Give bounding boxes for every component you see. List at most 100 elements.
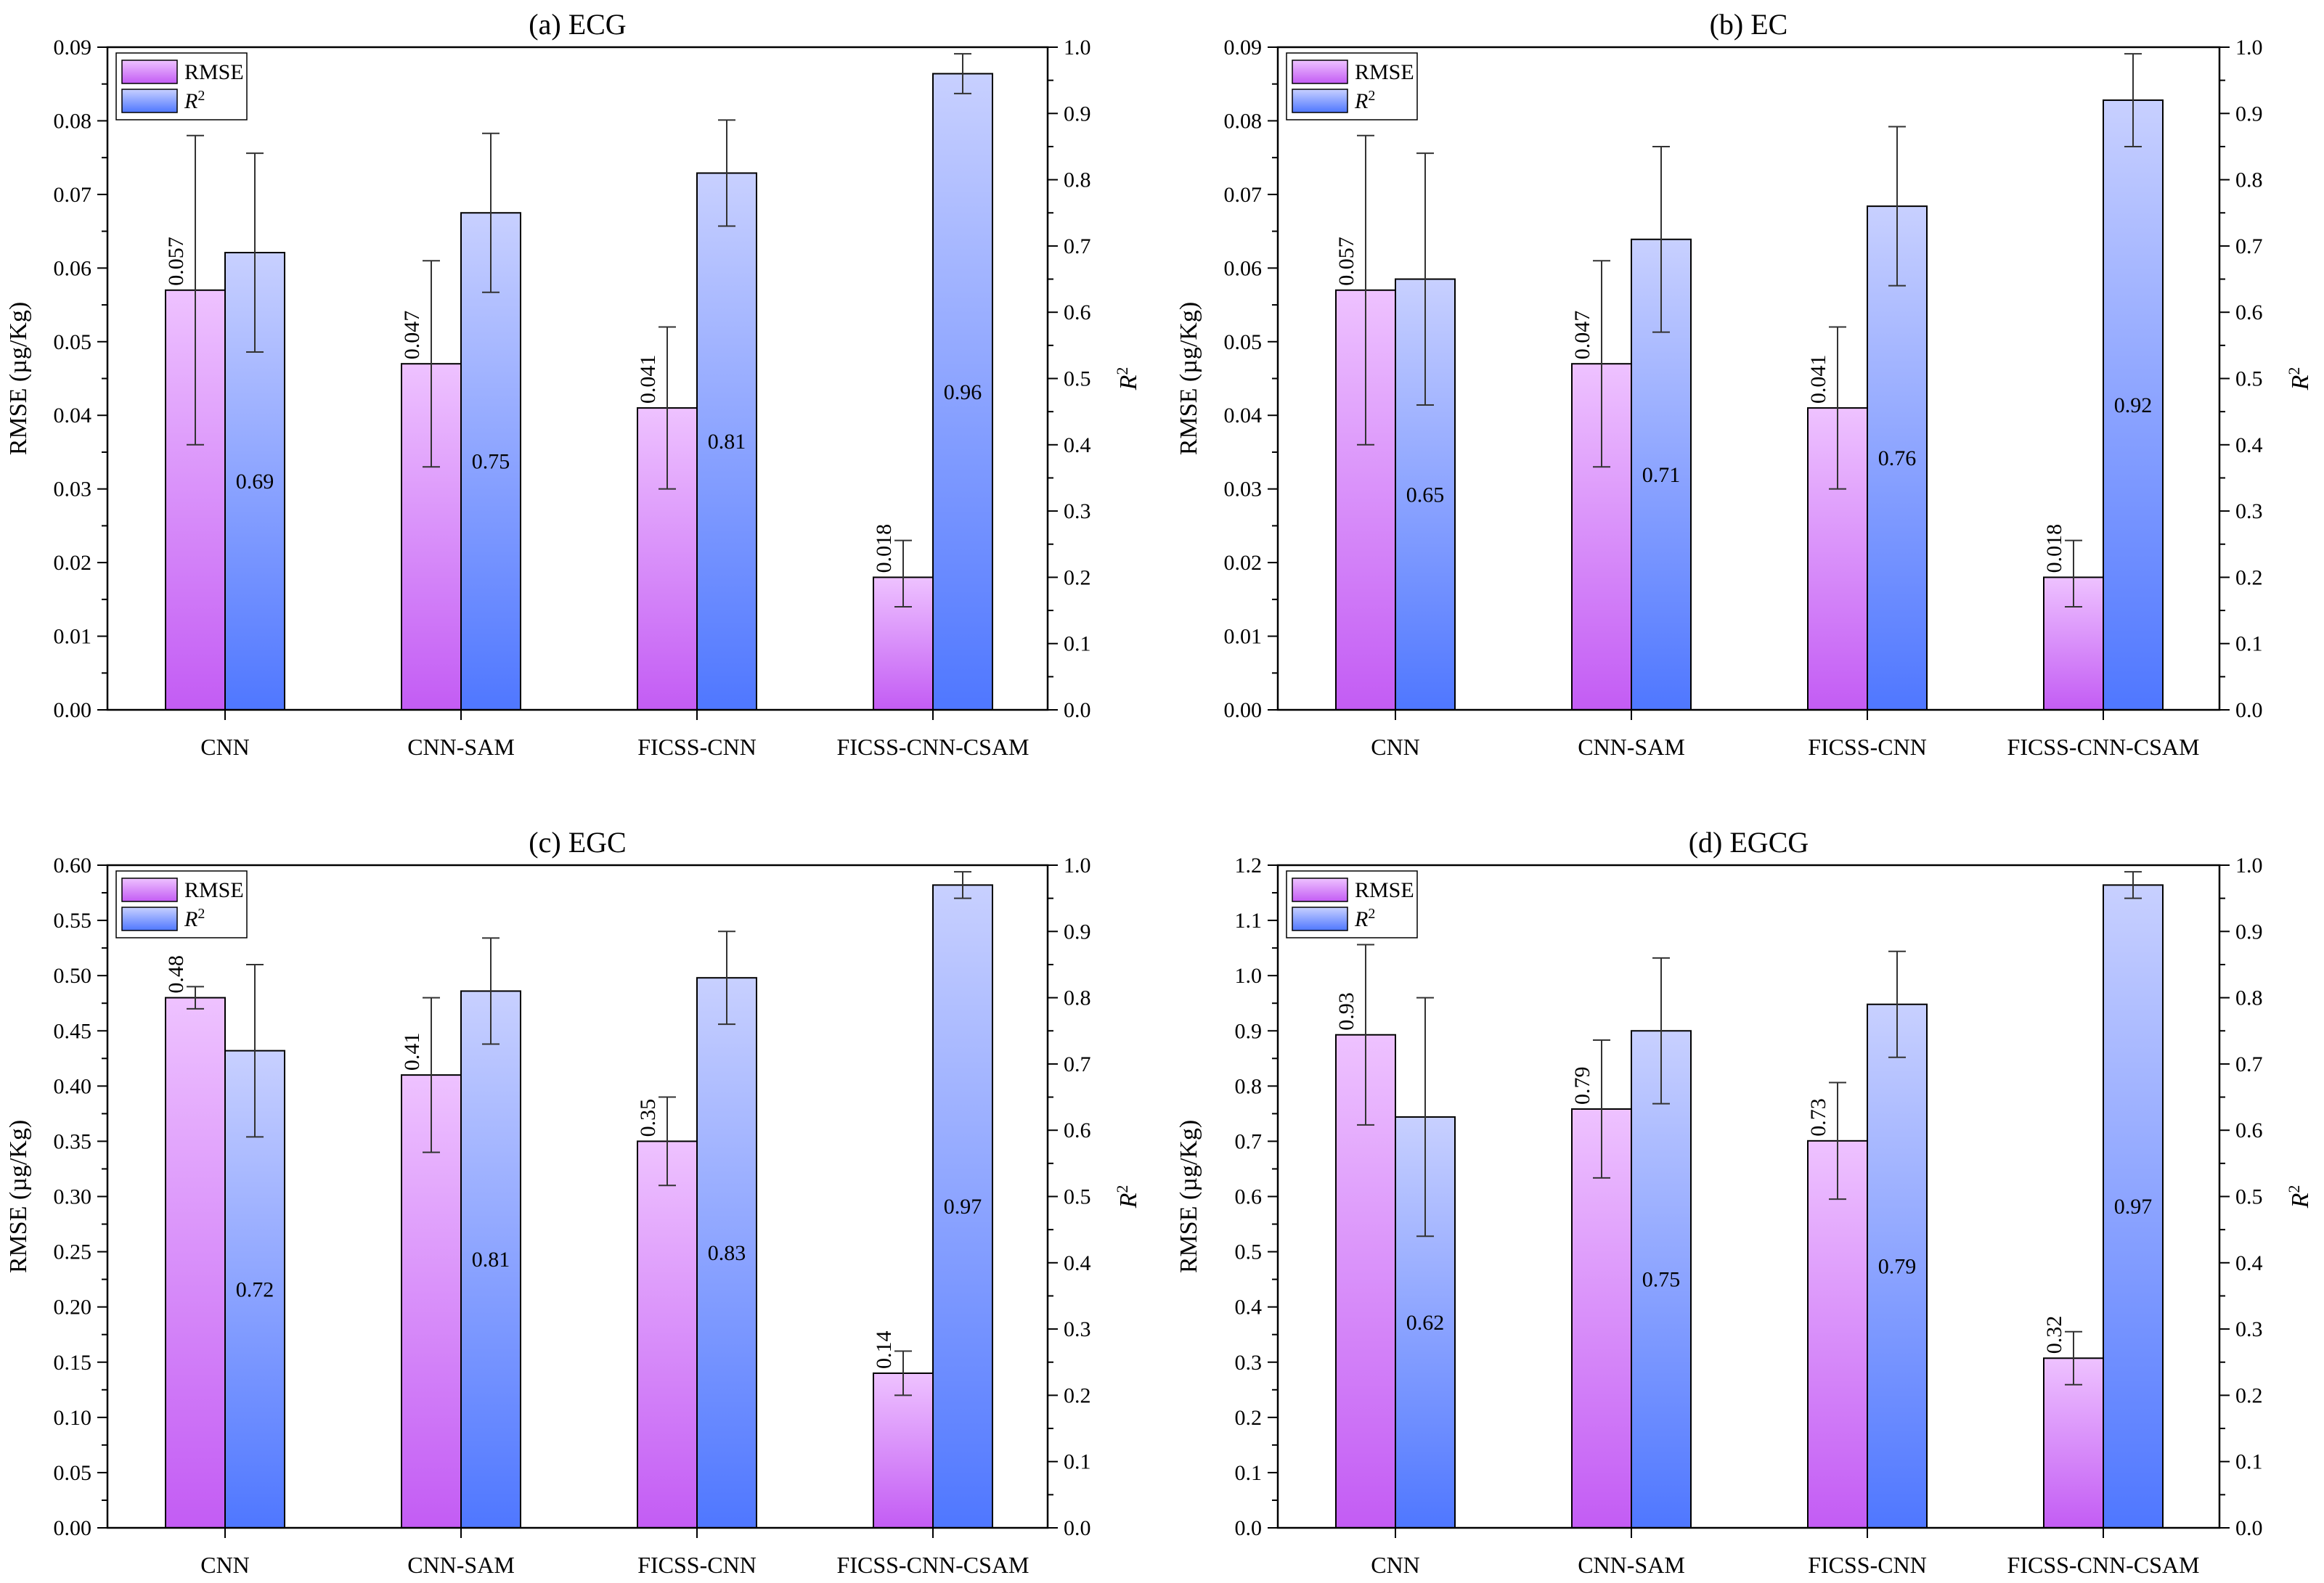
legend-label-r2-sup: 2 [1368,88,1375,104]
y-tick-label-left: 0.6 [1235,1185,1263,1209]
data-label-r2: 0.81 [708,430,746,454]
legend-swatch-r2 [1292,907,1348,931]
y-tick-label-left: 0.00 [1224,698,1263,722]
y-tick-label-right: 0.2 [2235,565,2263,589]
category-label: FICSS-CNN [637,1552,757,1578]
bar-rmse [165,997,226,1529]
y-tick-label-left: 0.50 [54,964,92,988]
data-label-r2: 0.96 [944,380,982,404]
category-label: FICSS-CNN-CSAM [2007,1552,2200,1578]
y-tick-label-right: 0.0 [2235,1516,2263,1540]
chart-title: (c) EGC [529,826,626,859]
legend-label-r2-base: R [1354,907,1368,931]
y-tick-label-left: 0.04 [1224,404,1263,428]
y-tick-label-right: 0.5 [1064,1185,1091,1209]
y-tick-label-left: 0.5 [1235,1240,1263,1264]
y-tick-label-right: 0.9 [1064,102,1091,126]
legend-label-rmse: RMSE [184,60,244,84]
bar-rmse [2043,1357,2104,1529]
category-label: FICSS-CNN [637,734,757,760]
data-label-rmse: 0.93 [1334,992,1358,1031]
y-axis-title-right: R2 [1113,1185,1143,1209]
y-tick-label-left: 0.09 [54,36,92,60]
y-tick-label-right: 1.0 [2235,36,2263,60]
y-tick-label-right: 0.5 [2235,1185,2263,1209]
y-tick-label-left: 0.45 [54,1019,92,1043]
y-tick-label-left: 0.08 [54,109,92,133]
y-tick-label-left: 0.7 [1235,1129,1263,1153]
chart-panel-1: (a) ECG0.0570.69CNN0.0470.75CNN-SAM0.041… [5,8,1142,760]
data-label-rmse: 0.047 [400,311,424,360]
y-tick-label-left: 0.8 [1235,1074,1263,1098]
y-tick-label-right: 0.6 [1064,1118,1091,1142]
bar-rmse [1807,1140,1868,1529]
data-label-rmse: 0.79 [1570,1066,1594,1105]
y-axis-title-right-base: R [2287,1193,2314,1208]
y-axis-title-right-base: R [2287,375,2314,390]
legend-label-r2-base: R [184,907,197,931]
y-tick-label-right: 0.1 [2235,1450,2263,1474]
y-tick-label-right: 0.7 [1064,1052,1091,1076]
data-label-r2: 0.81 [472,1248,510,1272]
y-tick-label-left: 0.15 [54,1351,92,1375]
y-tick-label-left: 0.9 [1235,1019,1263,1043]
data-label-r2: 0.71 [1642,463,1681,487]
data-label-r2: 0.79 [1878,1254,1917,1278]
y-tick-label-left: 0.05 [54,1461,92,1485]
category-label: CNN-SAM [1578,734,1685,760]
y-tick-label-right: 0.6 [2235,300,2263,324]
legend-label-r2-sup: 2 [197,88,205,104]
chart-panel-3: (c) EGC0.480.72CNN0.410.81CNN-SAM0.350.8… [5,826,1142,1578]
legend-label-r2: R2 [184,88,205,113]
bar-r2 [696,172,757,711]
y-tick-label-right: 0.8 [1064,168,1091,192]
legend-label-r2-base: R [184,89,197,113]
y-tick-label-right: 0.6 [2235,1118,2263,1142]
category-label: FICSS-CNN-CSAM [837,1552,1030,1578]
legend-swatch-rmse [1292,878,1348,902]
y-tick-label-left: 0.07 [1224,183,1263,207]
y-tick-label-right: 0.2 [1064,1383,1091,1407]
y-tick-label-right: 0.0 [1064,698,1091,722]
y-tick-label-left: 0.02 [54,551,92,575]
legend-swatch-r2 [121,89,178,113]
data-label-rmse: 0.41 [400,1033,424,1071]
y-tick-label-right: 0.5 [2235,367,2263,391]
y-tick-label-left: 0.2 [1235,1406,1263,1430]
y-tick-label-right: 0.4 [1064,1251,1091,1275]
y-tick-label-left: 0.07 [54,183,92,207]
y-tick-label-right: 0.7 [1064,234,1091,258]
data-label-rmse: 0.057 [164,237,188,286]
legend-swatch-rmse [121,878,178,902]
y-axis-title-right: R2 [2285,1185,2315,1209]
y-tick-label-left: 0.05 [54,330,92,354]
y-axis-title-right: R2 [2285,367,2315,391]
category-label: FICSS-CNN-CSAM [2007,734,2200,760]
bar-rmse [873,1372,934,1529]
y-tick-label-left: 0.00 [54,1516,92,1540]
y-tick-label-right: 0.6 [1064,300,1091,324]
y-tick-label-left: 0.60 [54,854,92,878]
chart-title: (d) EGCG [1689,826,1809,859]
y-tick-label-left: 0.08 [1224,109,1263,133]
data-label-rmse: 0.041 [636,355,660,404]
y-tick-label-right: 0.8 [2235,168,2263,192]
y-tick-label-right: 1.0 [2235,854,2263,878]
y-axis-title-left: RMSE (µg/Kg) [5,1120,32,1273]
y-tick-label-right: 0.3 [2235,1317,2263,1341]
legend-swatch-r2 [1292,89,1348,113]
data-label-r2: 0.97 [2114,1195,2153,1219]
chart-panel-4: (d) EGCG0.930.62CNN0.790.75CNN-SAM0.730.… [1175,826,2314,1578]
y-tick-label-right: 0.2 [1064,565,1091,589]
y-tick-label-right: 0.8 [2235,986,2263,1010]
y-tick-label-left: 0.01 [1224,625,1263,649]
bar-r2 [932,884,993,1529]
legend-label-r2-base: R [1354,89,1368,113]
y-axis-title-left: RMSE (µg/Kg) [5,302,32,455]
y-tick-label-right: 0.7 [2235,1052,2263,1076]
y-tick-label-left: 0.25 [54,1240,92,1264]
data-label-r2: 0.69 [236,470,274,494]
y-tick-label-right: 0.9 [2235,102,2263,126]
y-axis-title-right-base: R [1115,1193,1142,1208]
y-tick-label-left: 0.00 [54,698,92,722]
